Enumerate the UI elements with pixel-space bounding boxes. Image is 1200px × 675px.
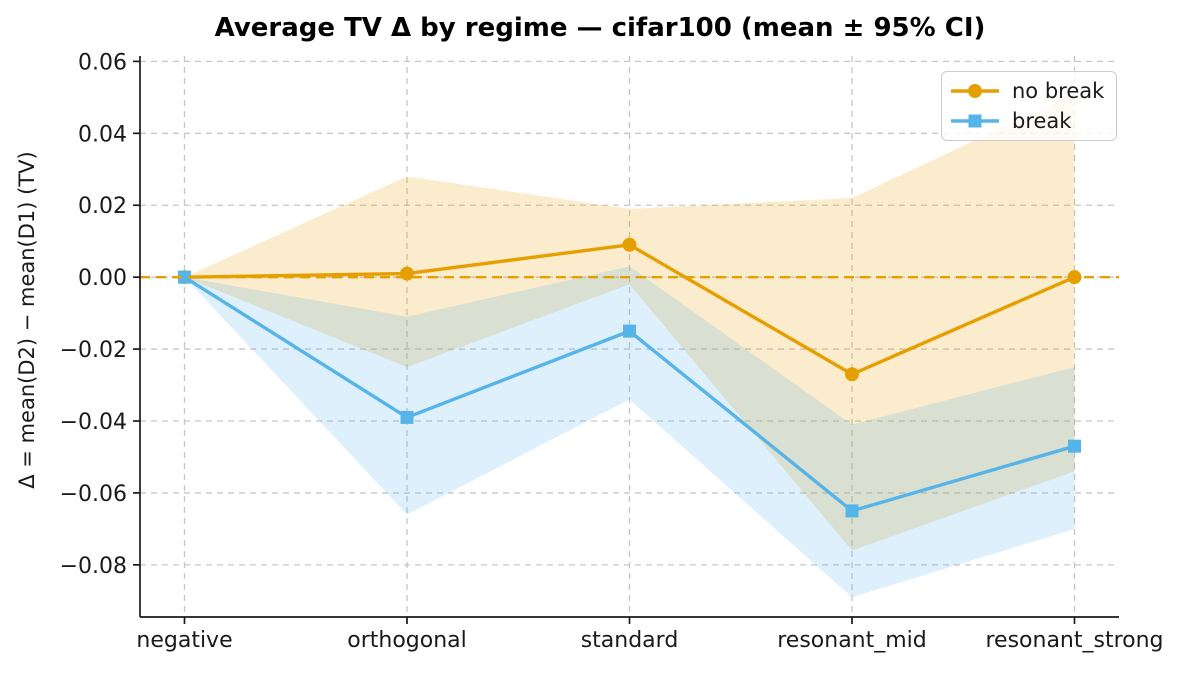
break-marker: [400, 410, 414, 424]
break-line-marker-icon: [951, 114, 999, 128]
break-marker: [845, 504, 859, 518]
x-tick-label: standard: [581, 628, 679, 653]
y-tick-label: −0.08: [60, 554, 127, 579]
break-marker: [1068, 439, 1081, 453]
y-tick-label: 0.02: [78, 194, 127, 219]
no-break-line-marker-icon: [951, 84, 999, 98]
break-marker: [623, 324, 636, 338]
x-tick-label: resonant_mid: [777, 628, 927, 653]
y-tick-label: 0.00: [78, 266, 127, 291]
y-tick-label: −0.02: [60, 338, 127, 363]
no-break-marker: [400, 266, 414, 281]
y-tick-label: 0.04: [78, 122, 127, 147]
chart-title: Average TV Δ by regime — cifar100 (mean …: [214, 13, 986, 43]
x-tick-label: orthogonal: [347, 628, 467, 653]
x-tick-label: resonant_strong: [985, 628, 1163, 653]
y-tick-label: 0.06: [78, 50, 127, 75]
y-tick-label: −0.06: [60, 482, 127, 507]
no-break-marker: [622, 237, 637, 252]
no-break-ci-band: [184, 93, 1075, 551]
break-legend-label: break: [1012, 108, 1072, 133]
break-marker: [178, 270, 191, 284]
y-tick-label: −0.04: [60, 410, 127, 435]
legend-item-break: break: [950, 108, 1104, 134]
no-break-legend-label: no break: [1012, 78, 1105, 103]
no-break-marker: [845, 367, 859, 382]
legend: no break break: [941, 71, 1118, 141]
legend-item-no-break: no break: [950, 78, 1104, 104]
y-axis-label: Δ = mean(D2) − mean(D1) (TV): [15, 151, 39, 489]
x-tick-label: negative: [136, 628, 232, 653]
